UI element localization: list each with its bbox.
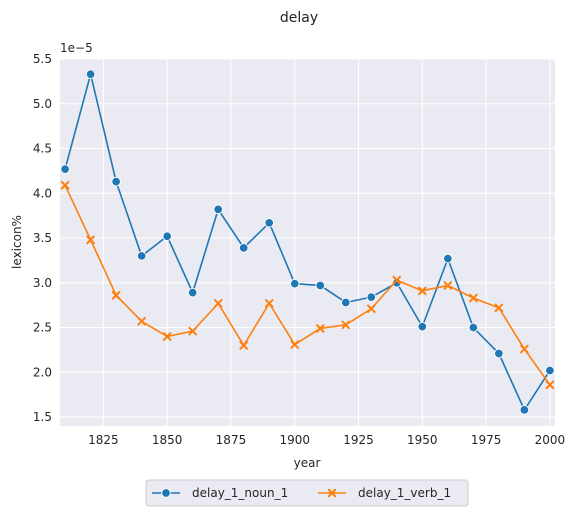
data-point <box>545 380 555 390</box>
y-tick-label: 2.5 <box>33 321 52 335</box>
data-point <box>469 293 478 303</box>
legend-box <box>145 479 469 507</box>
data-point <box>289 278 300 289</box>
data-point <box>341 320 351 330</box>
x-tick-labels: 1825 1850 1875 1900 1925 1950 1975 2000 <box>88 433 565 447</box>
data-point <box>213 204 223 215</box>
data-point <box>264 299 274 308</box>
data-point <box>290 340 300 349</box>
data-point <box>315 280 326 291</box>
y-tick-labels: 1.5 2.0 2.5 3.0 3.5 4.0 4.5 5.0 5.5 <box>33 52 52 424</box>
legend-label: delay_1_verb_1 <box>358 486 451 500</box>
data-point <box>188 326 197 336</box>
series-delay-1-verb-1 <box>60 180 555 390</box>
data-point <box>85 69 96 79</box>
x-tick-label: 2000 <box>535 433 566 447</box>
data-point <box>545 365 555 376</box>
data-point <box>187 287 198 298</box>
data-point <box>494 348 504 359</box>
series-line <box>64 184 551 386</box>
data-point <box>392 275 402 285</box>
data-point <box>341 297 351 308</box>
legend-label: delay_1_noun_1 <box>192 486 288 500</box>
legend-item-delay-1-noun-1: delay_1_noun_1 <box>152 486 288 500</box>
x-tick-label: 1850 <box>152 433 183 447</box>
data-point <box>417 321 428 332</box>
legend: delay_1_noun_1 delay_1_verb_1 <box>145 479 469 507</box>
y-tick-label: 1.5 <box>33 410 52 424</box>
y-axis-title: lexicon% <box>10 215 24 269</box>
series-delay-1-noun-1 <box>60 69 555 415</box>
legend-marker <box>327 488 337 498</box>
y-tick-label: 3.0 <box>33 276 52 290</box>
data-point <box>468 322 479 333</box>
data-point <box>86 235 95 245</box>
x-tick-label: 1825 <box>88 433 119 447</box>
series-line <box>64 73 551 411</box>
data-point <box>111 291 121 300</box>
legend-item-delay-1-verb-1: delay_1_verb_1 <box>318 486 451 500</box>
data-point <box>60 180 70 190</box>
data-point <box>137 316 146 326</box>
y-tick-label: 2.0 <box>33 365 52 379</box>
y-offset-label: 1e−5 <box>60 41 93 55</box>
data-point <box>494 303 504 313</box>
x-tick-label: 1875 <box>216 433 247 447</box>
data-point <box>520 344 529 354</box>
x-tick-label: 1975 <box>471 433 502 447</box>
data-point <box>239 341 249 350</box>
data-point <box>443 253 453 264</box>
data-point <box>418 286 427 296</box>
x-axis-title: year <box>294 456 321 470</box>
data-point <box>213 299 223 308</box>
y-tick-label: 5.5 <box>33 52 52 66</box>
data-point <box>111 176 121 187</box>
chart-title: delay <box>280 10 318 26</box>
x-tick-label: 1900 <box>279 433 310 447</box>
grid-lines <box>60 58 555 426</box>
x-tick-label: 1925 <box>343 433 374 447</box>
data-point <box>238 243 249 253</box>
y-tick-label: 4.0 <box>33 186 52 200</box>
data-point <box>519 405 530 415</box>
x-tick-label: 1950 <box>407 433 438 447</box>
plot-area <box>60 59 555 426</box>
y-tick-label: 5.0 <box>33 97 52 111</box>
data-point <box>443 281 453 290</box>
data-point <box>264 218 274 228</box>
data-point <box>366 292 377 302</box>
legend-marker <box>161 488 171 498</box>
y-tick-label: 4.5 <box>33 142 52 156</box>
data-point <box>162 231 172 241</box>
data-point <box>136 251 147 261</box>
data-point <box>315 324 325 333</box>
y-tick-label: 3.5 <box>33 231 52 245</box>
data-point <box>366 304 376 314</box>
data-point <box>162 332 172 341</box>
series-group <box>60 69 555 415</box>
data-point <box>60 164 70 174</box>
